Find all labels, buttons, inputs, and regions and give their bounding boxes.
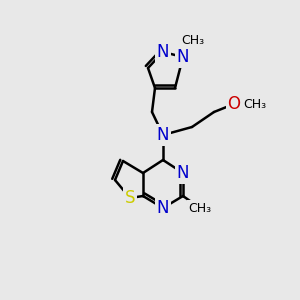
Text: CH₃: CH₃ [188,202,212,214]
Text: CH₃: CH₃ [243,98,267,110]
Text: CH₃: CH₃ [182,34,205,46]
Text: N: N [177,48,189,66]
Text: N: N [157,126,169,144]
Text: N: N [157,43,169,61]
Text: O: O [227,95,241,113]
Text: N: N [157,199,169,217]
Text: S: S [125,189,135,207]
Text: N: N [177,164,189,182]
